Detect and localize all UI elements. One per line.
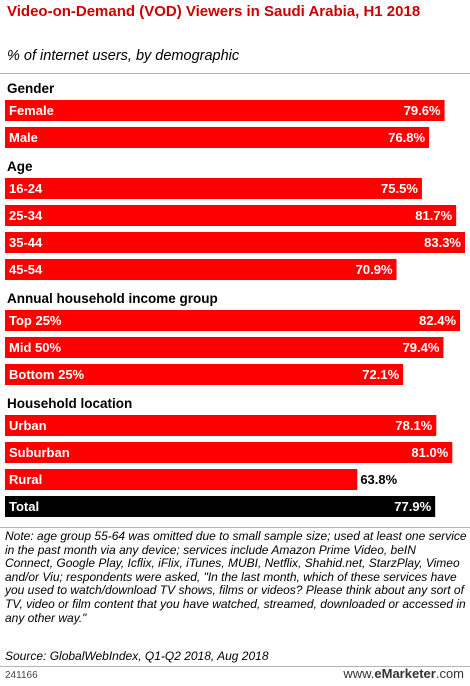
- bar-label-9: Urban: [9, 418, 47, 433]
- chart-subtitle: % of internet users, by demographic: [7, 48, 240, 64]
- top-divider: [0, 73, 470, 74]
- bar-value-11: 63.8%: [360, 472, 397, 487]
- total-value: 77.9%: [394, 499, 431, 514]
- group-header-2: Annual household income group: [7, 291, 218, 306]
- bar-6: [5, 310, 461, 331]
- bar-10: [5, 442, 453, 463]
- bar-1: [5, 127, 430, 148]
- bar-7: [5, 337, 444, 358]
- brand-suffix: .com: [435, 666, 464, 681]
- bar-value-7: 79.4%: [403, 340, 440, 355]
- bar-value-1: 76.8%: [388, 130, 425, 145]
- bar-11: [5, 469, 358, 490]
- bar-3: [5, 205, 457, 226]
- bar-value-5: 70.9%: [356, 262, 393, 277]
- group-header-1: Age: [7, 159, 33, 174]
- bar-0: [5, 100, 445, 121]
- bar-label-1: Male: [9, 130, 38, 145]
- bar-value-0: 79.6%: [404, 103, 441, 118]
- group-header-3: Household location: [7, 396, 132, 411]
- bar-value-4: 83.3%: [424, 235, 461, 250]
- bar-label-6: Top 25%: [9, 313, 62, 328]
- bar-value-6: 82.4%: [419, 313, 456, 328]
- chart-note: Note: age group 55-64 was omitted due to…: [5, 529, 467, 625]
- chart-title: Video-on-Demand (VOD) Viewers in Saudi A…: [7, 3, 421, 20]
- brand-prefix: www.: [343, 666, 375, 681]
- bar-value-2: 75.5%: [381, 181, 418, 196]
- bottom-divider: [0, 527, 470, 528]
- bar-value-9: 78.1%: [395, 418, 432, 433]
- bar-label-2: 16-24: [9, 181, 43, 196]
- bar-label-0: Female: [9, 103, 54, 118]
- group-header-0: Gender: [7, 81, 55, 96]
- bar-9: [5, 415, 437, 436]
- bar-label-10: Suburban: [9, 445, 70, 460]
- bar-value-10: 81.0%: [411, 445, 448, 460]
- bar-label-3: 25-34: [9, 208, 43, 223]
- bar-4: [5, 232, 465, 253]
- bar-label-5: 45-54: [9, 262, 43, 277]
- bar-2: [5, 178, 422, 199]
- bar-label-11: Rural: [9, 472, 42, 487]
- bar-5: [5, 259, 397, 280]
- total-bar: [5, 496, 436, 517]
- chart-source: Source: GlobalWebIndex, Q1-Q2 2018, Aug …: [5, 649, 269, 663]
- bar-label-7: Mid 50%: [9, 340, 61, 355]
- bar-label-4: 35-44: [9, 235, 43, 250]
- bar-8: [5, 364, 404, 385]
- bar-value-3: 81.7%: [415, 208, 452, 223]
- chart-id: 241166: [5, 670, 38, 681]
- bar-value-8: 72.1%: [362, 367, 399, 382]
- brand-logo[interactable]: www.eMarketer.com: [343, 666, 464, 681]
- brand-name: eMarketer: [374, 666, 436, 681]
- footer-divider: [0, 666, 470, 667]
- bar-label-8: Bottom 25%: [9, 367, 85, 382]
- total-label: Total: [9, 499, 39, 514]
